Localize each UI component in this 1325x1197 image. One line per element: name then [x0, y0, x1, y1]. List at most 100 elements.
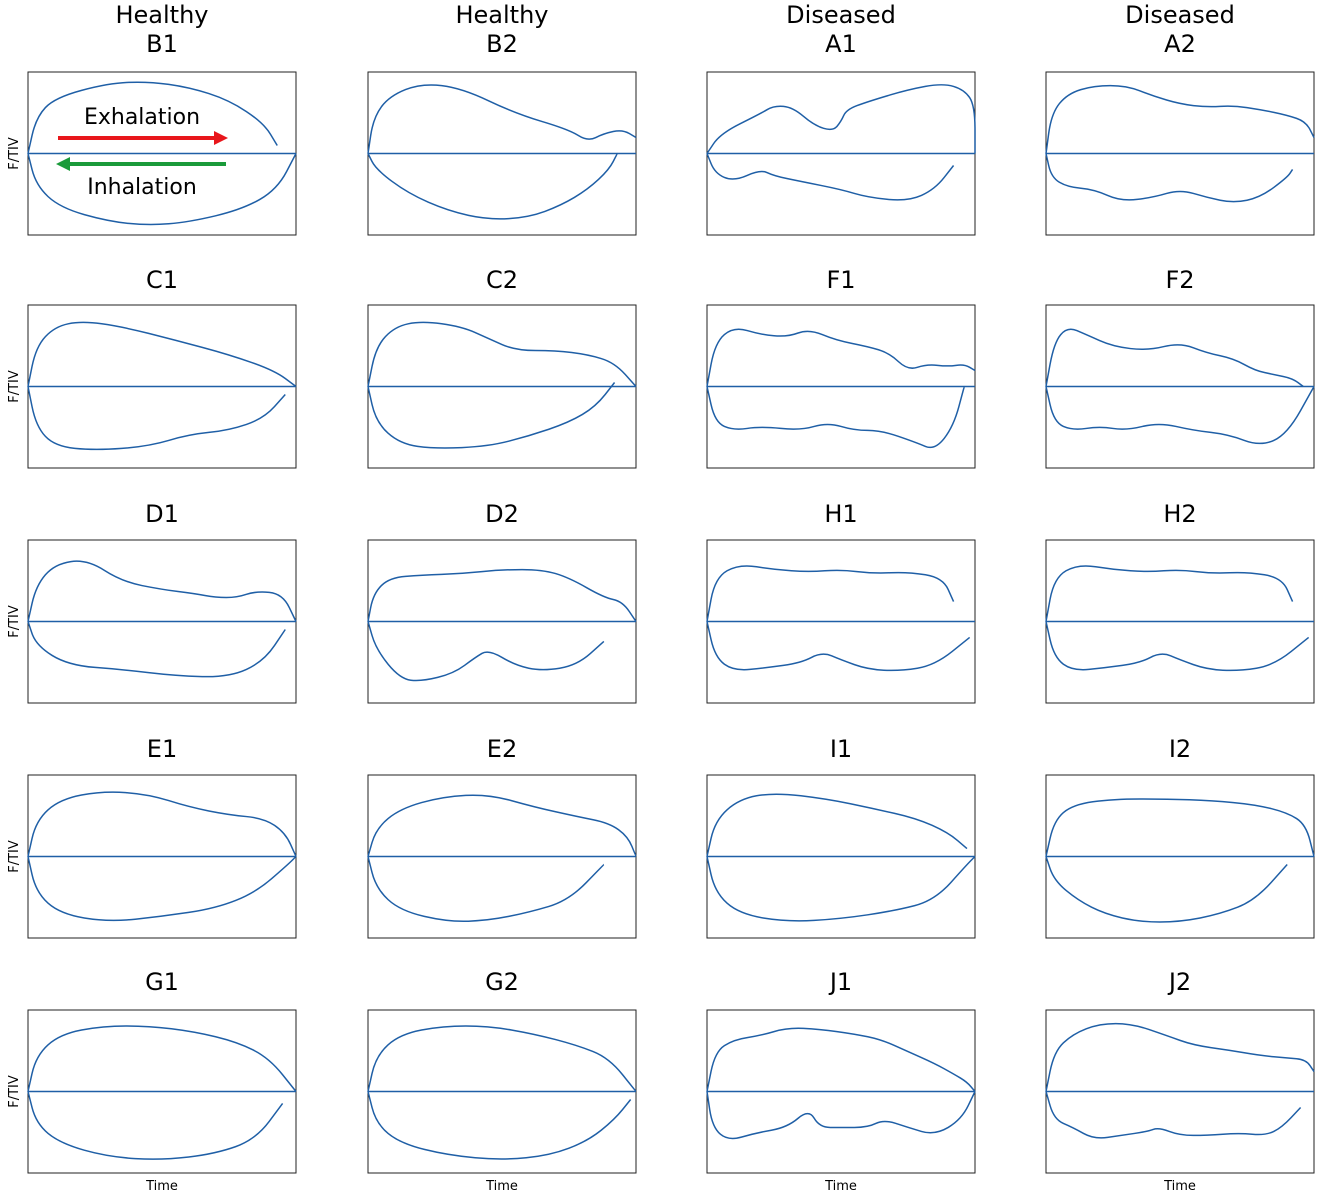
exhalation-arrow-head	[214, 131, 228, 145]
inhalation-curve	[27, 153, 297, 226]
exhalation-curve	[1045, 798, 1315, 857]
inhalation-curve	[27, 621, 286, 678]
panel-group-title: Healthy	[455, 1, 548, 29]
exhalation-label: Exhalation	[84, 105, 200, 130]
inhalation-curve	[1045, 1091, 1302, 1139]
exhalation-curve	[1045, 84, 1315, 154]
panel-c1: C1 F/TIV	[7, 266, 297, 469]
panel-title: H2	[1163, 500, 1196, 528]
panel-f2: F2	[1045, 266, 1315, 469]
exhalation-curve	[27, 1025, 297, 1093]
panel-e2: E2	[367, 735, 637, 939]
exhalation-curve	[1045, 565, 1294, 622]
x-axis-label: Time	[485, 1179, 518, 1194]
panel-d1: D1 F/TIV	[7, 500, 297, 704]
panel-g2: G2 Time	[367, 968, 637, 1194]
exhalation-curve	[27, 321, 297, 388]
panel-title: J2	[1167, 968, 1191, 996]
panel-title: C1	[146, 266, 178, 294]
panel-title: J1	[828, 968, 852, 996]
exhalation-curve	[706, 328, 976, 387]
breathing-direction-annotation: Exhalation Inhalation	[56, 105, 228, 200]
panel-title: G2	[485, 968, 519, 996]
panel-title: I2	[1169, 735, 1191, 763]
exhalation-curve	[706, 793, 968, 857]
inhalation-curve	[1045, 386, 1315, 445]
panel-g1: G1 F/TIV Time	[7, 968, 297, 1194]
inhalation-curve	[367, 621, 605, 682]
inhalation-label: Inhalation	[87, 175, 197, 200]
inhalation-curve	[367, 1091, 632, 1160]
panel-title: B2	[486, 30, 518, 58]
inhalation-curve	[367, 153, 618, 220]
inhalation-curve	[706, 855, 976, 922]
panel-title: B1	[146, 30, 178, 58]
exhalation-curve	[367, 794, 637, 857]
panel-j2: J2 Time	[1045, 968, 1315, 1194]
inhalation-curve	[367, 382, 616, 449]
panel-title: D1	[145, 500, 179, 528]
panel-group-title: Diseased	[786, 1, 896, 29]
x-axis-label: Time	[145, 1179, 178, 1194]
panel-c2: C2	[367, 266, 637, 469]
panel-j1: J1 Time	[706, 968, 976, 1194]
exhalation-curve	[27, 791, 297, 857]
exhalation-curve	[1045, 328, 1304, 388]
panel-group-title: Healthy	[115, 1, 208, 29]
exhalation-curve	[367, 321, 637, 388]
panel-title: F2	[1165, 266, 1194, 294]
panel-title: A1	[825, 30, 857, 58]
inhalation-curve	[27, 855, 297, 922]
exhalation-curve	[706, 565, 955, 622]
panel-h2: H2	[1045, 500, 1315, 704]
inhalation-curve	[1045, 153, 1294, 203]
exhalation-curve	[27, 81, 278, 154]
exhalation-curve	[27, 560, 297, 622]
panel-title: D2	[485, 500, 519, 528]
inhalation-curve	[706, 1091, 976, 1140]
y-axis-label: F/TIV	[7, 840, 22, 873]
x-axis-label: Time	[824, 1179, 857, 1194]
panel-e1: E1 F/TIV	[7, 735, 297, 939]
panel-grid: HealthyB1F/TIVHealthyB2DiseasedA1Disease…	[7, 1, 1315, 1194]
inhalation-curve	[27, 1091, 284, 1160]
panel-group-title: Diseased	[1125, 1, 1235, 29]
inhalation-curve	[706, 153, 955, 201]
panel-title: H1	[824, 500, 857, 528]
panel-title: I1	[830, 735, 852, 763]
panel-title: G1	[145, 968, 179, 996]
panel-title: E1	[147, 735, 177, 763]
inhalation-curve	[367, 856, 605, 923]
y-axis-label: F/TIV	[7, 137, 22, 170]
y-axis-label: F/TIV	[7, 1075, 22, 1108]
y-axis-label: F/TIV	[7, 370, 22, 403]
exhalation-curve	[706, 1027, 976, 1092]
panel-f1: F1	[706, 266, 976, 469]
inhalation-arrow-head	[56, 157, 70, 171]
panel-d2: D2	[367, 500, 637, 704]
exhalation-curve	[367, 84, 637, 154]
inhalation-curve	[706, 621, 971, 672]
panel-h1: H1	[706, 500, 976, 704]
inhalation-curve	[1045, 621, 1310, 672]
exhalation-curve	[1045, 1022, 1315, 1092]
panel-title: A2	[1164, 30, 1196, 58]
exhalation-curve	[367, 568, 637, 622]
inhalation-curve	[706, 386, 966, 449]
panel-title: C2	[486, 266, 518, 294]
exhalation-curve	[706, 84, 976, 154]
panel-i2: I2	[1045, 735, 1315, 939]
y-axis-label: F/TIV	[7, 605, 22, 638]
exhalation-curve	[367, 1025, 637, 1093]
inhalation-curve	[1045, 856, 1288, 923]
panel-i1: I1	[706, 735, 976, 939]
panel-title: E2	[487, 735, 517, 763]
inhalation-curve	[27, 386, 286, 451]
x-axis-label: Time	[1163, 1179, 1196, 1194]
panel-title: F1	[826, 266, 855, 294]
